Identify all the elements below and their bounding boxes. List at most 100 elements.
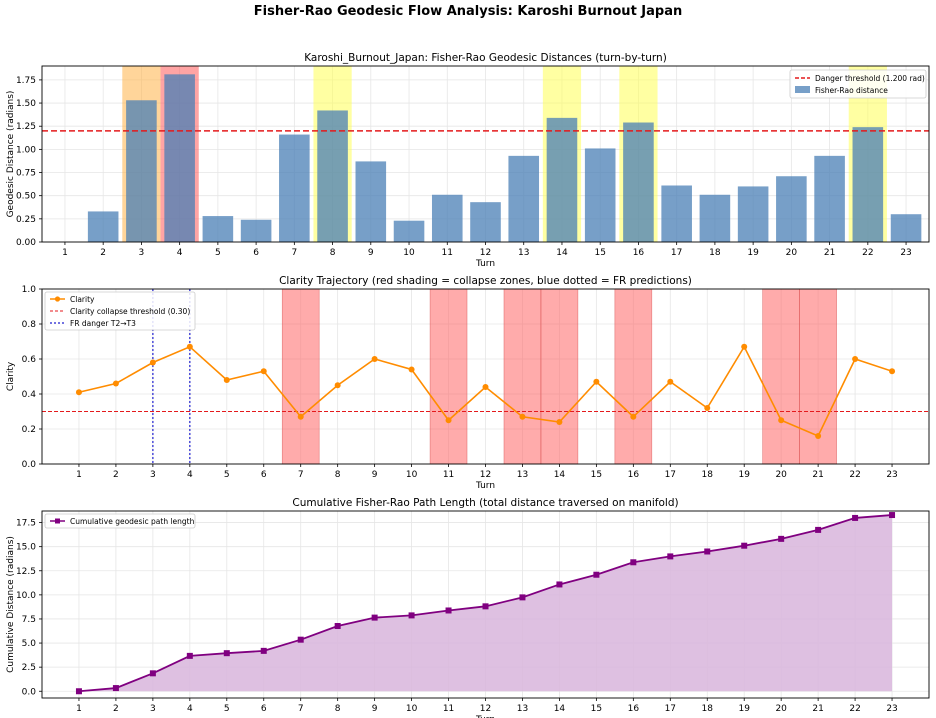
cumulative-point-turn-21 xyxy=(815,526,822,533)
clarity-point-turn-12 xyxy=(482,384,489,390)
y-axis-label: Clarity xyxy=(6,361,16,391)
cumulative-point-turn-5 xyxy=(223,650,230,657)
x-tick-label: 20 xyxy=(775,704,787,714)
x-tick-label: 8 xyxy=(330,248,336,258)
collapse-zone-turn-16 xyxy=(614,288,653,465)
y-tick-label: 0.6 xyxy=(22,355,37,365)
y-tick-label: 0.0 xyxy=(22,687,37,697)
cumulative-point-turn-8 xyxy=(334,622,341,629)
collapse-zone-turn-20 xyxy=(762,288,800,465)
x-tick-label: 1 xyxy=(76,470,82,480)
y-tick-label: 2.5 xyxy=(22,663,36,673)
legend-label-threshold: Clarity collapse threshold (0.30) xyxy=(70,307,190,316)
x-tick-label: 17 xyxy=(665,704,676,714)
bar-turn-4 xyxy=(164,74,195,242)
cumulative-point-turn-13 xyxy=(519,594,526,601)
clarity-point-turn-16 xyxy=(630,413,637,420)
y-tick-label: 1.25 xyxy=(16,122,36,132)
x-tick-label: 10 xyxy=(406,704,418,714)
bar-turn-10 xyxy=(393,220,425,242)
x-tick-label: 17 xyxy=(665,470,676,480)
x-tick-label: 10 xyxy=(403,248,415,258)
bar-turn-19 xyxy=(737,186,769,242)
x-tick-label: 10 xyxy=(406,470,418,480)
clarity-point-turn-9 xyxy=(371,356,378,362)
x-tick-label: 7 xyxy=(298,470,304,480)
cumulative-point-turn-2 xyxy=(112,685,119,692)
cumulative-point-turn-12 xyxy=(482,603,489,610)
collapse-zone-turn-11 xyxy=(429,288,468,465)
bar-turn-8 xyxy=(317,110,348,242)
legend-label-clarity: Clarity xyxy=(70,295,95,304)
x-tick-label: 6 xyxy=(261,470,267,480)
x-tick-label: 12 xyxy=(480,248,491,258)
bar-turn-23 xyxy=(890,214,922,242)
y-tick-label: 1.00 xyxy=(16,145,36,155)
y-tick-label: 0.4 xyxy=(22,390,37,400)
x-tick-label: 5 xyxy=(215,248,221,258)
x-tick-label: 21 xyxy=(812,470,823,480)
x-tick-label: 18 xyxy=(702,470,714,480)
x-tick-label: 13 xyxy=(517,704,528,714)
bar-turn-3 xyxy=(126,100,157,242)
cumulative-point-turn-16 xyxy=(630,559,637,566)
y-tick-label: 15.0 xyxy=(16,543,36,553)
clarity-point-turn-13 xyxy=(519,413,526,420)
x-tick-label: 8 xyxy=(335,704,341,714)
x-tick-label: 23 xyxy=(886,470,897,480)
x-tick-label: 3 xyxy=(150,470,156,480)
x-tick-label: 5 xyxy=(224,470,230,480)
cumulative-point-turn-4 xyxy=(186,652,193,659)
cumulative-point-turn-7 xyxy=(297,636,304,643)
y-tick-label: 1.75 xyxy=(16,76,36,86)
x-tick-label: 9 xyxy=(372,470,378,480)
cumulative-point-turn-19 xyxy=(741,542,748,549)
x-tick-label: 23 xyxy=(886,704,897,714)
clarity-point-turn-1 xyxy=(75,389,82,396)
chart-title: Cumulative Fisher-Rao Path Length (total… xyxy=(292,497,678,509)
clarity-point-turn-21 xyxy=(815,433,822,439)
bar-turn-5 xyxy=(202,216,234,242)
cumulative-point-turn-3 xyxy=(149,670,156,677)
collapse-zone-turn-14 xyxy=(540,288,579,465)
x-tick-label: 9 xyxy=(372,704,378,714)
clarity-point-turn-23 xyxy=(889,368,896,375)
cumulative-point-turn-22 xyxy=(852,514,859,521)
legend-label-prediction: FR danger T2→T3 xyxy=(70,319,136,328)
legend-box xyxy=(789,69,927,99)
cumulative-point-turn-11 xyxy=(445,607,452,614)
collapse-zone-turn-13 xyxy=(503,288,542,465)
x-tick-label: 20 xyxy=(786,248,798,258)
y-tick-label: 0.75 xyxy=(16,169,36,179)
legend-label-threshold: Danger threshold (1.200 rad) xyxy=(815,74,925,83)
x-tick-label: 2 xyxy=(113,704,119,714)
y-tick-label: 0.8 xyxy=(22,320,37,330)
x-tick-label: 4 xyxy=(187,704,193,714)
bar-turn-18 xyxy=(699,194,731,242)
chart-title: Karoshi_Burnout_Japan: Fisher-Rao Geodes… xyxy=(304,52,667,64)
y-tick-label: 0.00 xyxy=(16,238,36,248)
x-tick-label: 11 xyxy=(443,704,454,714)
x-tick-label: 20 xyxy=(775,470,787,480)
cumulative-point-turn-14 xyxy=(556,581,563,588)
x-tick-label: 5 xyxy=(224,704,230,714)
y-tick-label: 0.25 xyxy=(16,215,36,225)
y-tick-label: 1.0 xyxy=(22,285,37,295)
bar-turn-14 xyxy=(546,117,578,242)
cumulative-point-turn-20 xyxy=(778,535,785,542)
cumulative-area-fill xyxy=(78,515,893,692)
x-tick-label: 22 xyxy=(849,704,860,714)
clarity-point-turn-15 xyxy=(593,378,600,385)
x-tick-label: 16 xyxy=(633,248,645,258)
chart-2: 0.0 0.2 0.4 0.6 0.8 1.0 Clarity Trajectory (re… xyxy=(6,275,930,491)
x-tick-label: 17 xyxy=(671,248,682,258)
bar-turn-6 xyxy=(240,219,272,242)
collapse-zone-turn-7 xyxy=(281,288,320,465)
bar-turn-7 xyxy=(279,134,310,242)
clarity-point-turn-4 xyxy=(186,343,193,350)
clarity-point-turn-17 xyxy=(667,378,674,385)
x-tick-label: 3 xyxy=(150,704,156,714)
clarity-point-turn-10 xyxy=(408,366,415,373)
x-tick-label: 2 xyxy=(100,248,106,258)
x-tick-label: 12 xyxy=(480,704,491,714)
